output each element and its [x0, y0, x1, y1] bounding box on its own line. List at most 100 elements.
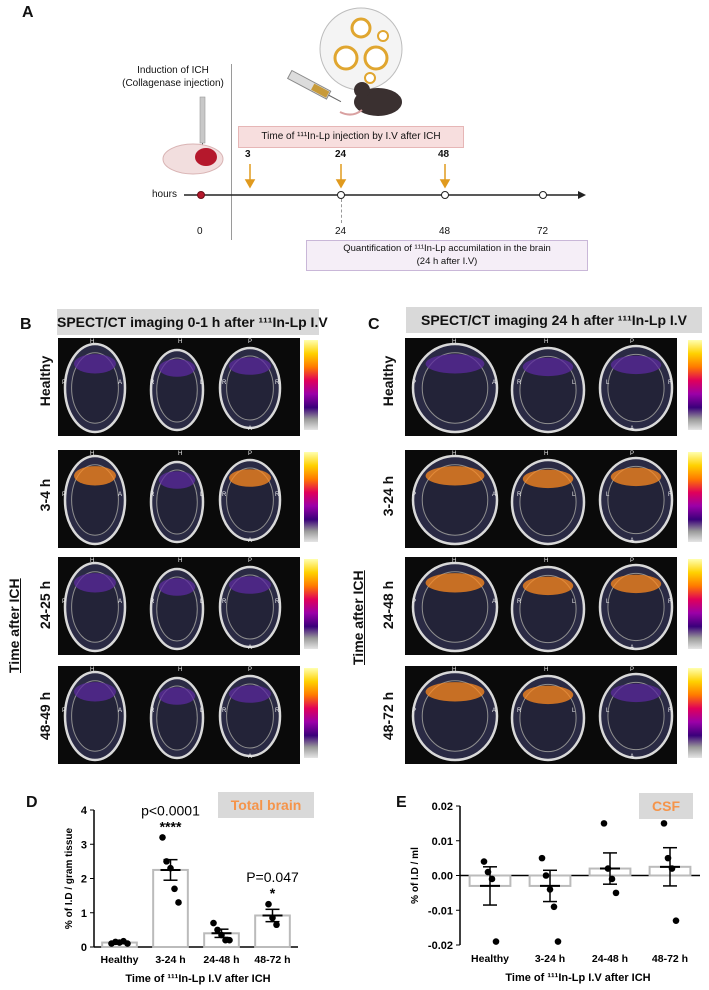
timeline-tick-0: 0: [197, 226, 203, 237]
y-tick-label: 3: [81, 839, 87, 851]
spect-strip-b-4: [58, 666, 300, 764]
y-tick-label: 0.00: [432, 871, 453, 883]
y-tick-label: -0.02: [428, 940, 453, 952]
colorbar-b-4: [304, 668, 318, 758]
timeline-separator: [231, 64, 232, 240]
category-label: Healthy: [471, 953, 509, 965]
panel-b-row-24-25h: 24-25 h: [37, 580, 53, 630]
y-tick-label: 2: [81, 874, 87, 886]
panel-c-row-24-48h: 24-48 h: [380, 580, 396, 630]
data-point: [269, 914, 276, 922]
category-label: 3-24 h: [155, 954, 185, 966]
timeline-axis-dashed: [341, 199, 342, 223]
quantification-label: Quantification of ¹¹¹In-Lp accumilation …: [306, 240, 588, 271]
colorbar-b-3: [304, 559, 318, 649]
data-point: [538, 854, 546, 862]
spect-strip-c-3: [405, 557, 677, 655]
hours-label: hours: [152, 189, 178, 200]
quant-line1: Quantification of ¹¹¹In-Lp accumilation …: [343, 243, 551, 254]
panel-e-letter: E: [396, 794, 407, 811]
colorbar-c-2: [688, 452, 702, 542]
spect-strip-b-2: [58, 450, 300, 548]
data-point: [600, 820, 608, 827]
panel-c-row-healthy: Healthy: [380, 355, 396, 407]
data-point: [672, 917, 680, 924]
x-axis-label: Time of ¹¹¹In-Lp I.V after ICH: [505, 972, 650, 984]
data-point: [214, 926, 221, 934]
chart-d: 0 1 2 3 4 % of I.D / gram tissue Healthy 3-24 h…: [64, 802, 299, 985]
panel-c-row-48-72h: 48-72 h: [380, 691, 396, 741]
data-point: [668, 865, 676, 872]
spect-strip-c-1: [405, 338, 677, 436]
timeline-tick-72: 72: [537, 226, 549, 237]
spect-strip-b-1: [58, 338, 300, 436]
panel-b-time-after-label: Time after ICH: [6, 578, 22, 673]
data-point: [265, 900, 272, 908]
data-point: [163, 858, 170, 865]
panel-c-row-3-24h: 3-24 h: [380, 475, 396, 517]
chart-d-title: Total brain: [218, 792, 314, 818]
x-axis-label: Time of ¹¹¹In-Lp I.V after ICH: [125, 973, 270, 985]
colorbar-b-1: [304, 340, 318, 430]
injection-time-3: 3: [245, 149, 251, 160]
colorbar-c-1: [688, 340, 702, 430]
y-tick-label: -0.01: [428, 905, 453, 917]
spect-strip-c-4: [405, 666, 677, 764]
panel-b-row-3-4h: 3-4 h: [37, 478, 53, 512]
y-tick-label: 0.02: [432, 801, 453, 813]
y-axis-label: % of I.D / gram tissue: [64, 827, 75, 929]
category-label: 48-72 h: [254, 954, 290, 966]
panel-b-header: SPECT/CT imaging 0-1 h after ¹¹¹In-Lp I.…: [57, 309, 328, 335]
data-point: [488, 875, 496, 883]
panel-b-letter: B: [20, 316, 32, 333]
panel-c-header: SPECT/CT imaging 24 h after ¹¹¹In-Lp I.V: [406, 307, 702, 333]
panel-b-row-healthy: Healthy: [37, 355, 53, 407]
timeline-tick-24: 24: [335, 226, 347, 237]
data-point: [159, 834, 166, 841]
data-point: [660, 820, 668, 827]
timeline-axis: [184, 164, 586, 199]
timeline-tick-48: 48: [439, 226, 451, 237]
brain-illustration: [162, 96, 224, 175]
data-point: [226, 936, 233, 944]
induction-line2: (Collagenase injection): [122, 78, 224, 89]
data-point: [124, 940, 131, 947]
data-point: [612, 889, 620, 897]
colorbar-c-3: [688, 559, 702, 649]
data-point: [218, 931, 225, 939]
chart-e: -0.02 -0.01 0.00 0.01 0.02 % of I.D / ml Healt…: [410, 801, 700, 984]
data-point: [554, 938, 562, 945]
data-point: [484, 868, 492, 876]
significance-stars: *: [270, 885, 276, 901]
panel-d-letter: D: [26, 794, 38, 811]
category-label: 48-72 h: [652, 953, 688, 965]
induction-line1: Induction of ICH: [137, 65, 209, 76]
data-point: [546, 886, 554, 893]
significance-stars: ****: [160, 818, 182, 834]
y-axis-label: % of I.D / ml: [410, 847, 421, 904]
injection-label: Time of ¹¹¹In-Lp injection by I.V after …: [238, 126, 464, 148]
panel-b-row-48-49h: 48-49 h: [37, 691, 53, 741]
induction-label: Induction of ICH (Collagenase injection): [118, 64, 228, 90]
chart-e-title: CSF: [639, 793, 693, 819]
quant-line2: (24 h after I.V): [416, 256, 478, 267]
data-point: [210, 919, 217, 927]
category-label: 24-48 h: [592, 953, 628, 965]
injection-time-24: 24: [335, 149, 347, 160]
data-point: [167, 864, 174, 872]
category-label: Healthy: [101, 954, 139, 966]
category-label: 24-48 h: [203, 954, 239, 966]
data-point: [542, 872, 550, 879]
p-value-annotation: p<0.0001: [141, 802, 200, 818]
data-point: [550, 903, 558, 911]
data-point: [492, 938, 500, 945]
liposome-illustration: [319, 7, 403, 91]
data-point: [608, 875, 616, 883]
panel-c-letter: C: [368, 316, 380, 333]
mouse-syringe-illustration: [286, 69, 402, 116]
data-point: [273, 921, 280, 929]
y-tick-label: 1: [81, 908, 87, 920]
category-label: 3-24 h: [535, 953, 565, 965]
data-point: [480, 858, 488, 865]
spect-strip-c-2: [405, 450, 677, 548]
